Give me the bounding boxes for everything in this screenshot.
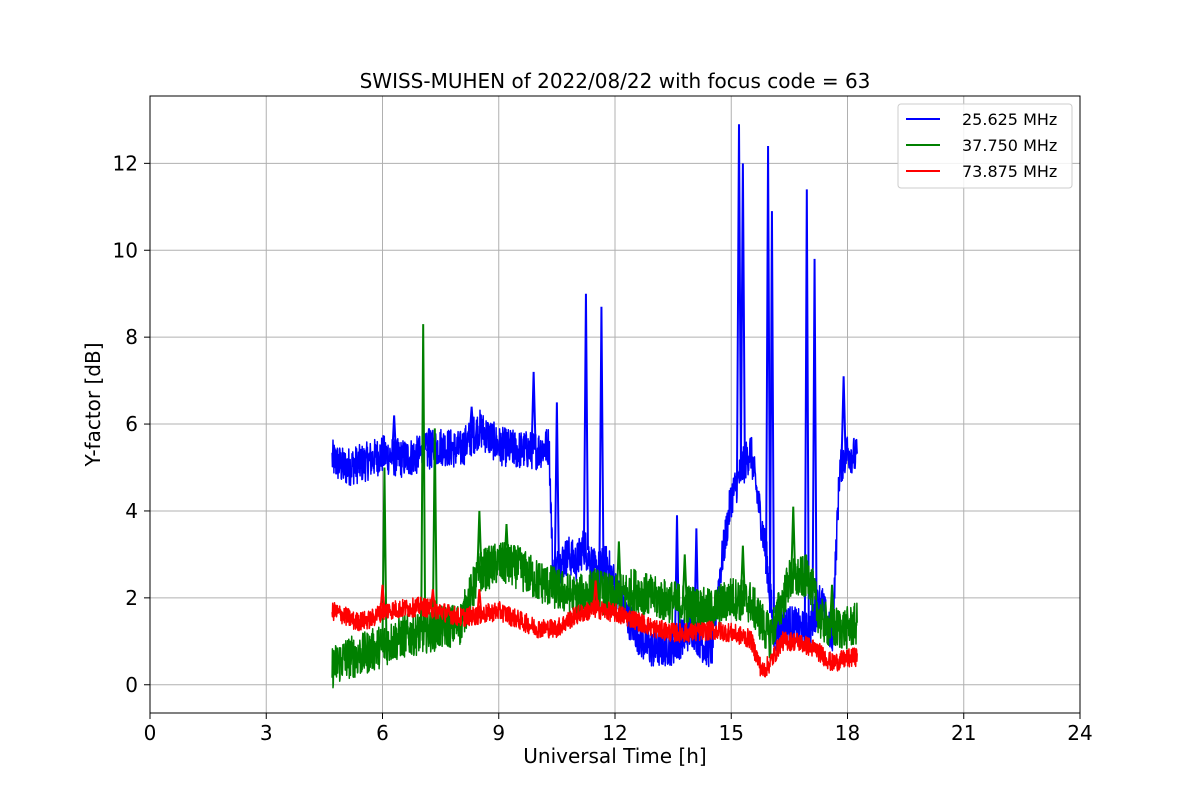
spike-mark	[391, 415, 398, 458]
series-0	[331, 124, 858, 668]
spike-mark	[829, 584, 835, 629]
spike-mark	[615, 541, 622, 597]
spike-mark	[420, 324, 427, 633]
grid	[150, 96, 1080, 713]
y-axis: 0 2 4 6 8 10 12	[113, 151, 150, 697]
legend: 25.625 MHz 37.750 MHz 73.875 MHz	[897, 103, 1073, 189]
spike-mark	[582, 293, 589, 551]
y-tick-label: 8	[125, 325, 138, 349]
x-tick-label: 24	[1067, 721, 1092, 745]
spike-mark	[598, 306, 605, 568]
x-tick-label: 12	[602, 721, 627, 745]
x-axis-label: Universal Time [h]	[523, 744, 706, 768]
spike-mark	[468, 406, 475, 438]
spike-mark	[530, 371, 537, 451]
spike-mark	[768, 211, 775, 614]
spike-mark	[476, 589, 483, 616]
y-tick-label: 4	[125, 499, 138, 523]
series-line	[331, 542, 858, 689]
legend-label: 25.625 MHz	[962, 110, 1057, 129]
series-layer	[331, 124, 858, 689]
spike-mark	[503, 523, 510, 565]
y-tick-label: 0	[125, 673, 138, 697]
y-tick-label: 6	[125, 412, 138, 436]
x-tick-label: 15	[719, 721, 744, 745]
x-tick-label: 6	[376, 721, 389, 745]
spike-mark	[681, 554, 688, 605]
chart-title: SWISS-MUHEN of 2022/08/22 with focus cod…	[360, 69, 871, 93]
x-axis: 0 3 6 9 12 15 18 21 24	[144, 713, 1093, 745]
y-tick-label: 12	[113, 151, 138, 175]
spike-mark	[736, 124, 742, 478]
series-1	[331, 324, 858, 689]
spike-mark	[431, 428, 438, 630]
spike-mark	[476, 510, 483, 572]
series-2	[331, 580, 858, 678]
spike-mark	[592, 580, 599, 609]
x-tick-label: 9	[492, 721, 505, 745]
x-tick-label: 21	[951, 721, 976, 745]
spike-mark	[379, 584, 386, 611]
spike-mark	[739, 545, 746, 601]
legend-label: 37.750 MHz	[962, 136, 1057, 155]
spike-mark	[553, 402, 560, 568]
spike-mark	[811, 258, 818, 616]
spike-mark	[803, 189, 810, 632]
y-axis-label: Y-factor [dB]	[81, 342, 105, 467]
spike-mark	[765, 145, 772, 574]
x-tick-label: 18	[835, 721, 860, 745]
x-tick-label: 3	[260, 721, 273, 745]
spike-mark	[739, 163, 746, 468]
spike-mark	[429, 589, 436, 610]
legend-box	[897, 103, 1073, 189]
spike-mark	[840, 376, 847, 459]
y-tick-label: 10	[113, 238, 138, 262]
x-tick-label: 0	[144, 721, 157, 745]
legend-label: 73.875 MHz	[962, 162, 1057, 181]
y-tick-label: 2	[125, 586, 138, 610]
spike-mark	[426, 428, 432, 452]
spike-mark	[790, 506, 797, 580]
